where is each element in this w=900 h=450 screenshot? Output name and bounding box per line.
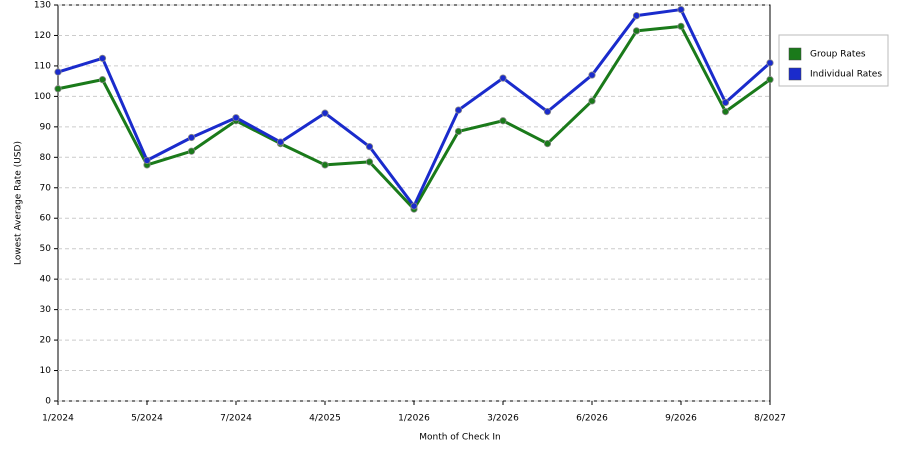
y-tick-label: 80 xyxy=(40,153,52,163)
y-tick-label: 120 xyxy=(34,31,51,41)
data-point xyxy=(276,138,285,146)
x-tick-label: 3/2026 xyxy=(487,414,519,424)
data-point xyxy=(98,54,107,62)
legend-label: Individual Rates xyxy=(810,70,882,80)
data-point xyxy=(499,117,507,125)
data-point xyxy=(321,109,329,117)
y-tick-label: 100 xyxy=(34,92,51,102)
data-point xyxy=(232,114,240,122)
data-point xyxy=(632,12,641,20)
data-point xyxy=(98,76,107,84)
data-point xyxy=(543,140,552,148)
data-point xyxy=(588,97,596,105)
x-axis-label: Month of Check In xyxy=(419,433,501,443)
data-point xyxy=(365,143,374,151)
data-point xyxy=(632,27,641,35)
data-point xyxy=(766,59,774,67)
data-point xyxy=(454,127,463,136)
y-axis-label: Lowest Average Rate (USD) xyxy=(14,141,24,265)
y-tick-label: 90 xyxy=(40,122,52,132)
data-point xyxy=(677,22,685,30)
data-point xyxy=(543,108,552,116)
legend-swatch xyxy=(788,67,802,81)
data-point xyxy=(54,85,62,93)
y-tick-label: 30 xyxy=(40,305,52,315)
y-tick-label: 60 xyxy=(40,214,52,224)
y-tick-label: 40 xyxy=(40,275,52,285)
data-point xyxy=(410,202,418,210)
x-tick-label: 5/2024 xyxy=(131,414,163,424)
data-point xyxy=(677,5,685,14)
data-point xyxy=(143,156,151,164)
x-tick-label: 8/2027 xyxy=(754,414,786,424)
y-tick-label: 110 xyxy=(34,61,51,71)
data-point xyxy=(721,108,730,116)
x-tick-label: 9/2026 xyxy=(665,414,697,424)
x-tick-label: 1/2024 xyxy=(42,414,74,424)
data-point xyxy=(454,106,463,114)
data-point xyxy=(588,71,596,79)
y-tick-label: 50 xyxy=(40,244,52,254)
data-point xyxy=(187,133,196,142)
data-point xyxy=(321,161,329,169)
y-tick-label: 10 xyxy=(40,366,52,376)
y-tick-label: 70 xyxy=(40,183,52,193)
x-tick-label: 4/2025 xyxy=(309,414,341,424)
data-point xyxy=(365,158,374,166)
y-tick-label: 20 xyxy=(40,336,52,346)
x-tick-label: 7/2024 xyxy=(220,414,252,424)
x-tick-label: 6/2026 xyxy=(576,414,608,424)
data-point xyxy=(187,147,196,155)
data-point xyxy=(766,76,774,84)
data-point xyxy=(499,74,507,82)
data-point xyxy=(721,98,730,107)
data-point xyxy=(54,68,62,76)
x-tick-label: 1/2026 xyxy=(398,414,430,424)
legend-label: Group Rates xyxy=(810,50,866,60)
y-tick-label: 130 xyxy=(34,1,51,11)
y-tick-label: 0 xyxy=(45,397,51,407)
legend-swatch xyxy=(788,47,802,61)
